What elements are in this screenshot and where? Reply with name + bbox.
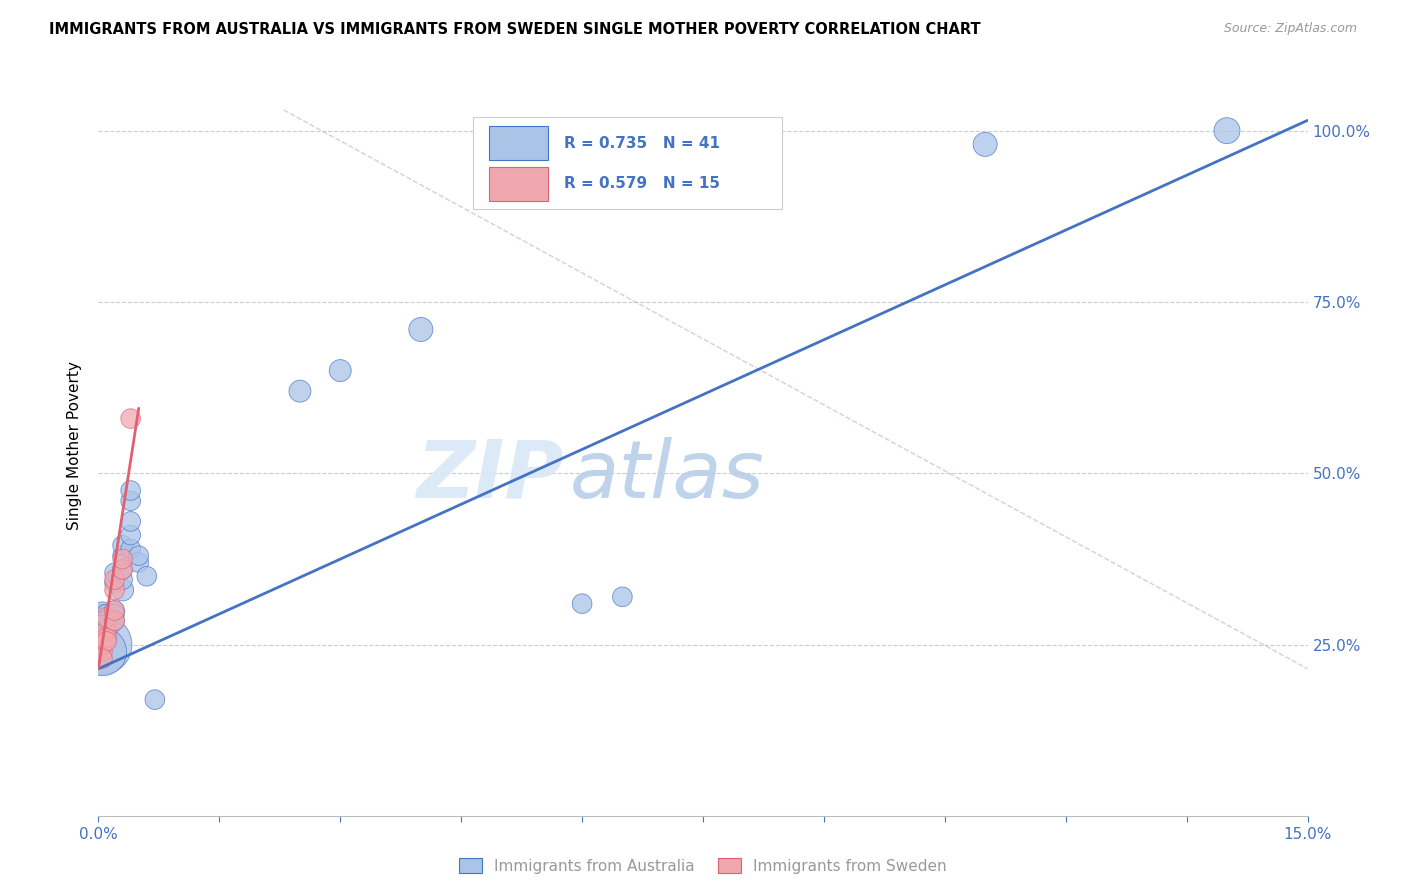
Point	[103, 573, 125, 587]
Point	[91, 617, 114, 632]
Point	[96, 617, 118, 632]
Point	[120, 483, 142, 498]
Point	[111, 549, 134, 563]
Point	[111, 582, 134, 597]
Point	[111, 538, 134, 552]
Point	[91, 638, 114, 652]
Point	[91, 607, 114, 621]
Point	[96, 631, 118, 645]
Y-axis label: Single Mother Poverty: Single Mother Poverty	[67, 361, 83, 531]
Point	[612, 590, 634, 604]
Point	[91, 607, 114, 621]
Point	[91, 631, 114, 645]
Point	[120, 515, 142, 529]
Text: ZIP: ZIP	[416, 436, 564, 515]
Point	[111, 552, 134, 566]
Point	[111, 562, 134, 576]
Point	[974, 137, 997, 152]
Legend: Immigrants from Australia, Immigrants from Sweden: Immigrants from Australia, Immigrants fr…	[453, 852, 953, 880]
Point	[91, 645, 114, 659]
Point	[96, 624, 118, 639]
Point	[96, 607, 118, 621]
Point	[103, 614, 125, 628]
Point	[128, 549, 150, 563]
Point	[571, 597, 593, 611]
Point	[143, 692, 166, 706]
Point	[91, 645, 114, 659]
Point	[120, 528, 142, 542]
FancyBboxPatch shape	[489, 126, 548, 161]
Point	[111, 573, 134, 587]
Point	[91, 624, 114, 639]
Point	[111, 562, 134, 576]
Text: R = 0.579   N = 15: R = 0.579 N = 15	[564, 177, 720, 192]
Point	[91, 614, 114, 628]
Point	[96, 627, 118, 641]
Point	[103, 614, 125, 628]
Text: IMMIGRANTS FROM AUSTRALIA VS IMMIGRANTS FROM SWEDEN SINGLE MOTHER POVERTY CORREL: IMMIGRANTS FROM AUSTRALIA VS IMMIGRANTS …	[49, 22, 981, 37]
Point	[103, 603, 125, 617]
Point	[96, 631, 118, 645]
Point	[96, 624, 118, 639]
Point	[103, 607, 125, 621]
Text: atlas: atlas	[569, 436, 765, 515]
FancyBboxPatch shape	[474, 117, 782, 209]
Point	[96, 634, 118, 648]
Point	[103, 576, 125, 591]
Point	[120, 541, 142, 556]
Point	[91, 638, 114, 652]
Point	[120, 493, 142, 508]
Point	[120, 411, 142, 425]
Text: R = 0.735   N = 41: R = 0.735 N = 41	[564, 136, 720, 151]
Point	[288, 384, 311, 399]
Point	[128, 556, 150, 570]
Text: Source: ZipAtlas.com: Source: ZipAtlas.com	[1223, 22, 1357, 36]
FancyBboxPatch shape	[489, 167, 548, 201]
Point	[91, 651, 114, 665]
Point	[91, 621, 114, 635]
Point	[103, 566, 125, 580]
Point	[1216, 123, 1239, 137]
Point	[91, 631, 114, 645]
Point	[103, 582, 125, 597]
Point	[96, 610, 118, 624]
Point	[135, 569, 157, 583]
Point	[329, 363, 352, 377]
Point	[96, 614, 118, 628]
Point	[409, 322, 432, 336]
Point	[103, 603, 125, 617]
